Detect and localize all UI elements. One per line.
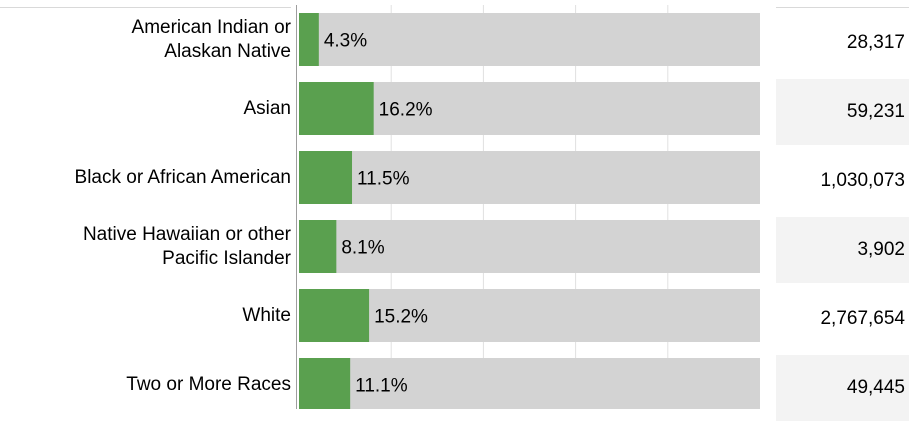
bars-plot: 4.3% 16.2% 11.5% 8.1% 15.2% 11.1% — [296, 5, 760, 409]
bar — [299, 289, 370, 342]
bar-track — [299, 82, 760, 135]
table-value: 2,767,654 — [820, 308, 905, 329]
data-label: 8.1% — [341, 238, 384, 259]
data-label: 11.1% — [355, 376, 408, 397]
category-label: Two or More Races — [0, 358, 291, 411]
table-value: 1,030,073 — [820, 170, 905, 191]
bar — [299, 13, 319, 66]
category-label-text: White — [242, 304, 291, 326]
table-value: 59,231 — [776, 79, 909, 145]
bar-track — [299, 13, 760, 66]
table-value: 28,317 — [846, 32, 905, 53]
category-label-text: Asian — [243, 97, 291, 119]
bar — [299, 82, 374, 135]
data-label: 11.5% — [357, 169, 410, 190]
bar — [299, 151, 353, 204]
category-label: Black or African American — [0, 151, 291, 204]
bar-track — [299, 220, 760, 273]
table-value: 3,902 — [776, 217, 909, 283]
category-label: White — [0, 289, 291, 342]
bar-track — [299, 358, 760, 409]
category-label-text: Black or African American — [74, 166, 291, 188]
table-value: 49,445 — [776, 355, 909, 421]
bar-track — [299, 289, 760, 342]
category-label-text: Native Hawaiian or other Pacific Islande… — [82, 223, 291, 269]
data-label: 15.2% — [374, 307, 428, 328]
category-label: Native Hawaiian or other Pacific Islande… — [0, 220, 291, 273]
bar — [299, 358, 351, 409]
chart: 4.3% 16.2% 11.5% 8.1% 15.2% 11.1% American In… — [0, 5, 909, 421]
data-label: 16.2% — [379, 100, 433, 121]
category-label-text: Two or More Races — [126, 373, 291, 395]
bar-track — [299, 151, 760, 204]
bar — [299, 220, 337, 273]
category-label: American Indian or Alaskan Native — [0, 13, 291, 66]
category-label-text: American Indian or Alaskan Native — [131, 16, 291, 62]
top-rule-left — [0, 7, 291, 8]
top-rule-right — [776, 7, 909, 8]
data-label: 4.3% — [324, 31, 367, 52]
category-label: Asian — [0, 82, 291, 135]
